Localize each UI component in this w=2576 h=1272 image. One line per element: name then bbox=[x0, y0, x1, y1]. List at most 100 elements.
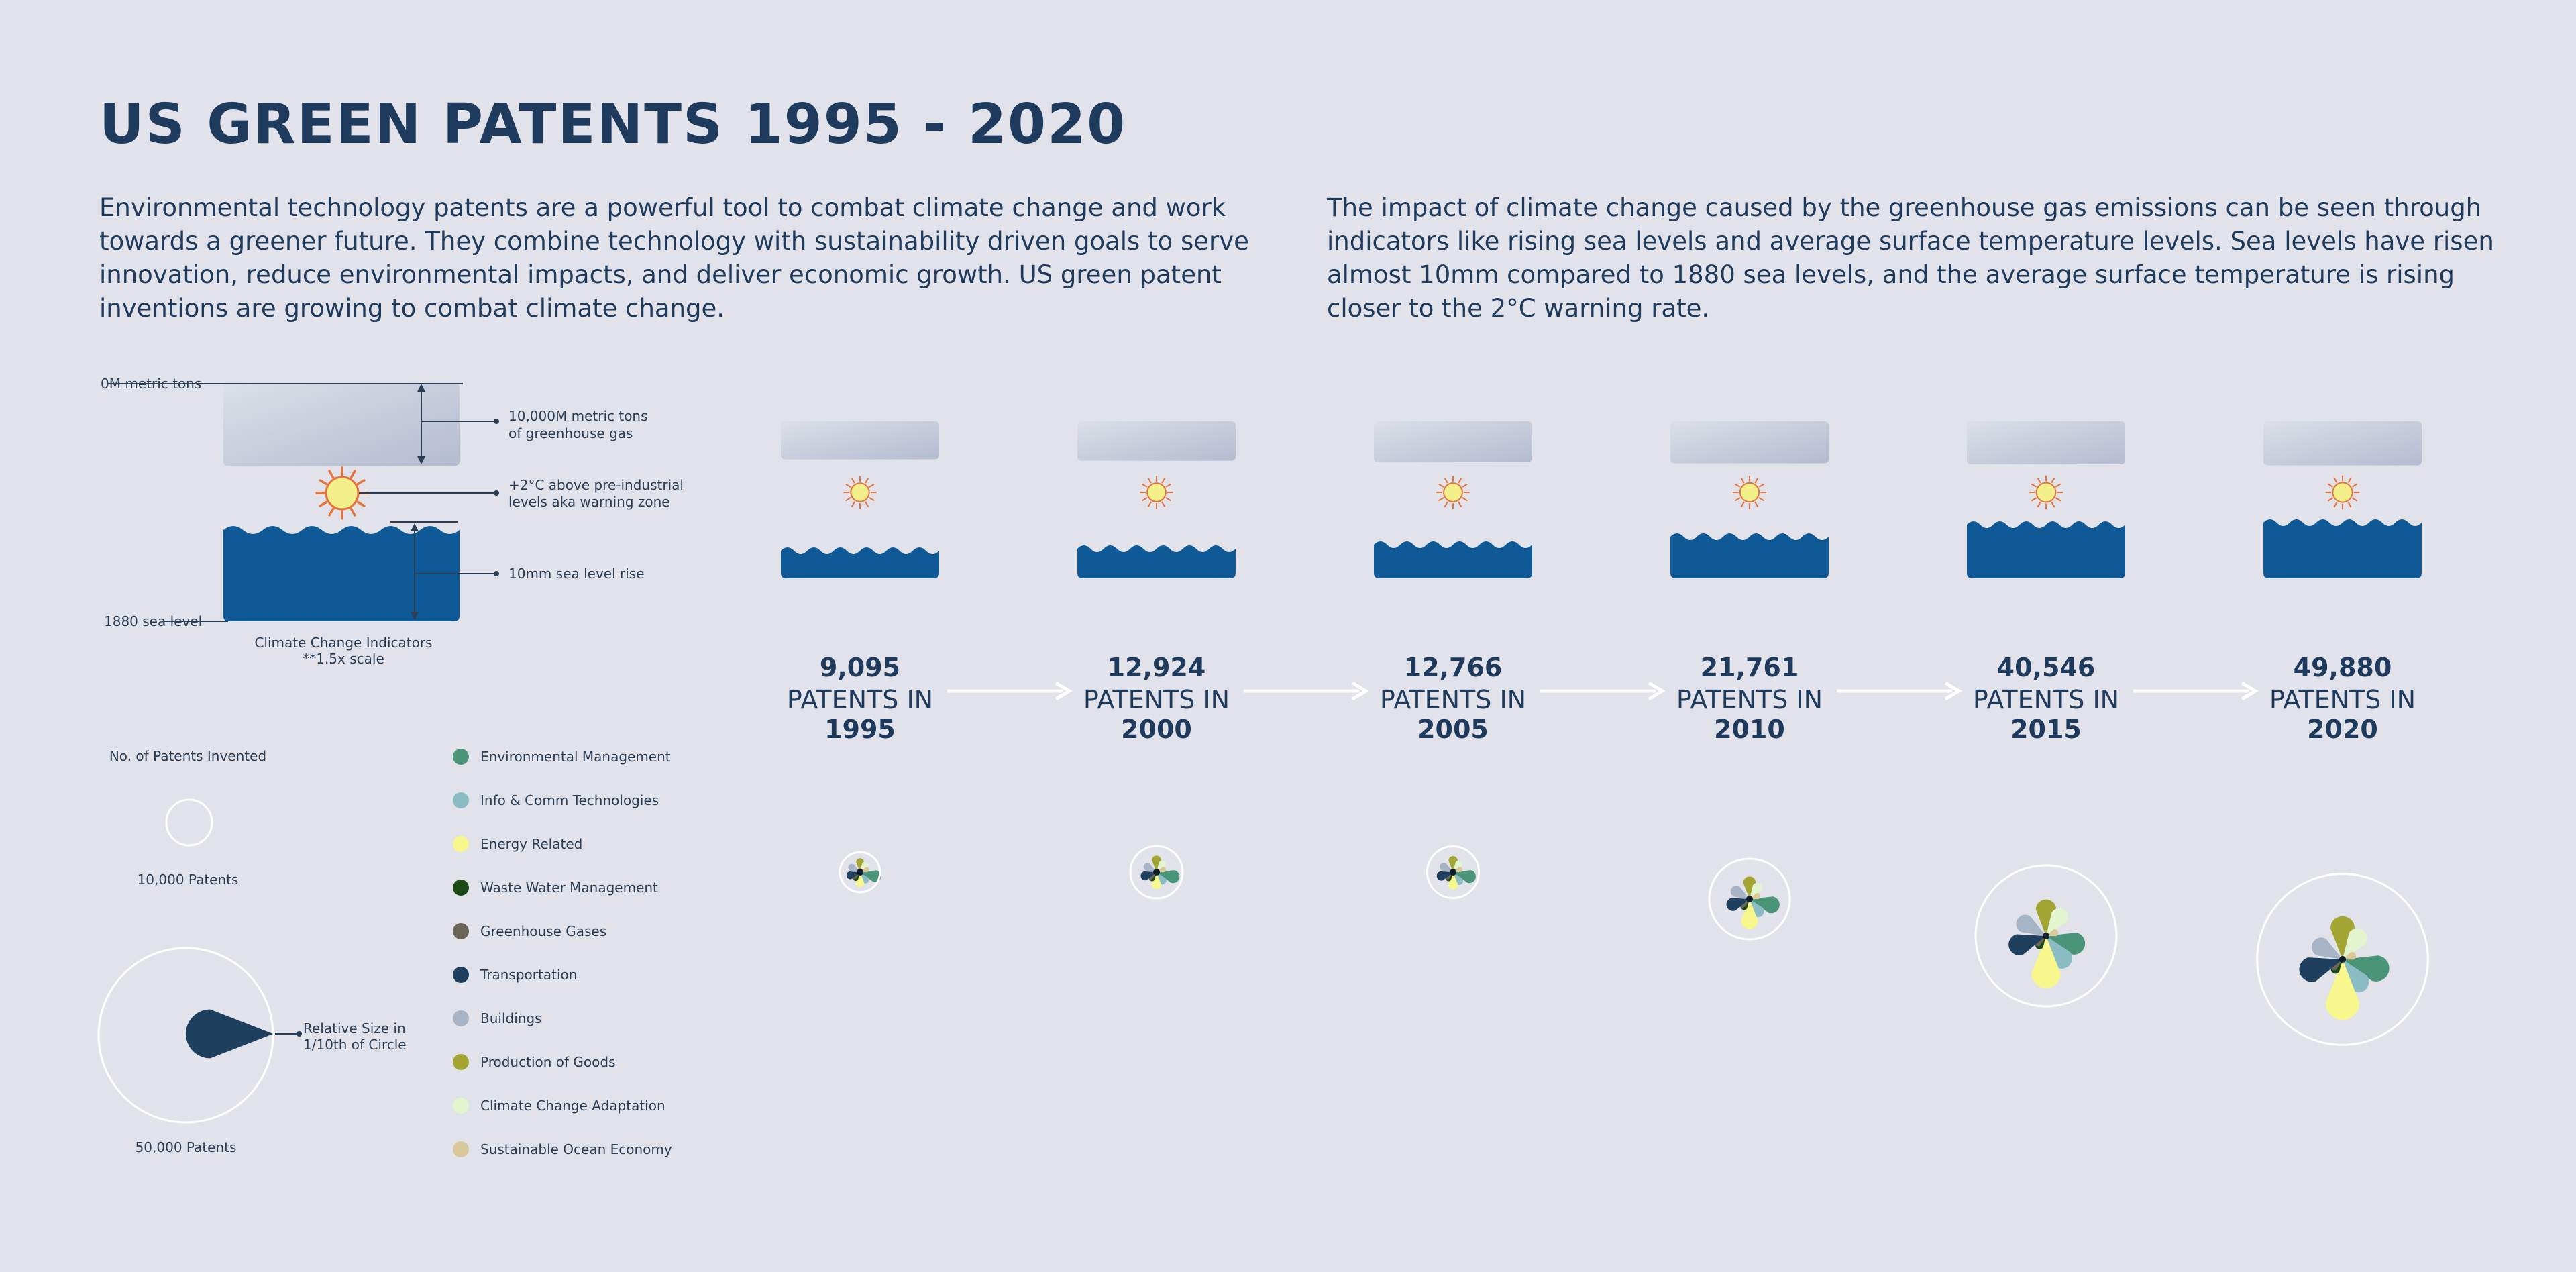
category-legend: Environmental Management Info & Comm Tech… bbox=[453, 749, 672, 1157]
petal-center bbox=[2339, 956, 2346, 963]
size-legend-large-circle bbox=[97, 947, 274, 1124]
legend-swatch bbox=[453, 749, 469, 765]
year-total: 12,924 bbox=[1108, 653, 1206, 682]
petal-buildings bbox=[1730, 886, 1750, 899]
legend-item-label: Transportation bbox=[480, 967, 577, 983]
sea-block-1995 bbox=[781, 547, 939, 578]
petal-energy-related bbox=[1152, 872, 1161, 890]
legend-item-energy-related: Energy Related bbox=[453, 836, 582, 852]
sea-block-2000 bbox=[1077, 545, 1236, 578]
petal-sustainable-ocean-economy bbox=[2343, 952, 2356, 960]
legend-gas-line1: 10,000M metric tons bbox=[508, 408, 648, 424]
legend-swatch bbox=[453, 836, 469, 852]
petal-chart-2010 bbox=[1708, 857, 1791, 941]
year-total: 12,766 bbox=[1404, 653, 1503, 682]
petal-buildings bbox=[848, 863, 860, 872]
year-total: 9,095 bbox=[820, 653, 900, 682]
year-total: 21,761 bbox=[1701, 653, 1799, 682]
legend-item-transportation: Transportation bbox=[453, 967, 577, 983]
petal-buildings bbox=[2312, 937, 2343, 959]
size-legend: No. of Patents Invented 10,000 Patents R… bbox=[97, 748, 407, 1155]
petal-center bbox=[1153, 869, 1160, 876]
legend-swatch bbox=[453, 1141, 469, 1157]
year-label: 1995 bbox=[824, 714, 896, 744]
petal-transportation bbox=[1726, 898, 1750, 911]
legend-sea-rise: 10mm sea level rise bbox=[508, 566, 645, 582]
legend-caption: Climate Change Indicators bbox=[254, 635, 432, 651]
legend-swatch bbox=[453, 792, 469, 808]
petal-transportation bbox=[846, 871, 860, 880]
petal-production-of-goods bbox=[1743, 876, 1756, 899]
petal-transportation bbox=[2299, 957, 2343, 982]
petal-buildings bbox=[2016, 914, 2046, 936]
indicator-legend: 0M metric tons 10,000M metric tons of gr… bbox=[101, 376, 684, 667]
year-label: 2020 bbox=[2307, 714, 2378, 744]
legend-zero-tons: 0M metric tons bbox=[101, 376, 201, 392]
petal-chart-1995 bbox=[839, 851, 881, 894]
sun-icon bbox=[2325, 475, 2360, 510]
petal-center bbox=[1450, 869, 1456, 876]
petal-greenhouse-gases bbox=[2034, 936, 2046, 947]
size-circle bbox=[1708, 857, 1791, 941]
petal-greenhouse-gases bbox=[2329, 959, 2343, 971]
intro-right-paragraph: The impact of climate change caused by t… bbox=[1327, 193, 2494, 323]
legend-item-environmental-management: Environmental Management bbox=[453, 749, 671, 765]
petal-production-of-goods bbox=[1152, 855, 1161, 872]
size-legend-small-circle bbox=[165, 798, 213, 847]
legend-swatch bbox=[453, 923, 469, 939]
arrow-icon bbox=[2133, 681, 2259, 701]
petal-climate-change-adaptation bbox=[1157, 861, 1166, 872]
legend-sun-icon bbox=[315, 466, 369, 520]
year-label-mid: PATENTS IN bbox=[1973, 685, 2119, 714]
year-total: 49,880 bbox=[2294, 653, 2392, 682]
petal-buildings bbox=[1143, 863, 1157, 872]
sea-block-2015 bbox=[1967, 521, 2125, 578]
year-label-mid: PATENTS IN bbox=[787, 685, 933, 714]
arrow-icon bbox=[1540, 681, 1666, 701]
page-title: US GREEN PATENTS 1995 - 2020 bbox=[99, 93, 1127, 156]
year-label-mid: PATENTS IN bbox=[1676, 685, 1823, 714]
legend-item-label: Buildings bbox=[480, 1010, 542, 1026]
petal-center bbox=[1746, 896, 1753, 902]
year-label: 2005 bbox=[1417, 714, 1489, 744]
petal-chart-2005 bbox=[1426, 845, 1481, 900]
legend-item-label: Production of Goods bbox=[480, 1054, 615, 1070]
legend-swatch bbox=[453, 880, 469, 896]
petal-energy-related bbox=[1741, 899, 1758, 929]
size-circle bbox=[1974, 864, 2118, 1008]
year-label-mid: PATENTS IN bbox=[1380, 685, 1526, 714]
petal-center bbox=[857, 869, 863, 876]
arrow-icon bbox=[1244, 681, 1369, 701]
legend-item-greenhouse-gases: Greenhouse Gases bbox=[453, 923, 606, 939]
size-legend-petal-line2: 1/10th of Circle bbox=[303, 1037, 407, 1053]
legend-gas-line2: of greenhouse gas bbox=[508, 425, 633, 441]
gas-block-2015 bbox=[1967, 421, 2125, 464]
legend-item-label: Climate Change Adaptation bbox=[480, 1098, 665, 1114]
sun-icon bbox=[1436, 476, 1470, 509]
petal-energy-related bbox=[2031, 936, 2061, 988]
year-total: 40,546 bbox=[1997, 653, 2096, 682]
legend-item-climate-change-adaptation: Climate Change Adaptation bbox=[453, 1098, 665, 1114]
petal-environmental-management bbox=[2046, 933, 2086, 955]
petal-transportation bbox=[1436, 871, 1453, 881]
arrow-icon bbox=[947, 681, 1073, 701]
size-legend-petal bbox=[185, 1009, 273, 1059]
petal-environmental-management bbox=[1750, 896, 1780, 914]
petal-climate-change-adaptation bbox=[1453, 860, 1462, 872]
intro-left-paragraph: Environmental technology patents are a p… bbox=[99, 193, 1249, 323]
petal-environmental-management bbox=[860, 870, 881, 882]
gas-block-2005 bbox=[1374, 421, 1532, 462]
petal-climate-change-adaptation bbox=[2343, 928, 2368, 959]
size-circle bbox=[839, 851, 881, 894]
sea-block-2005 bbox=[1374, 541, 1532, 578]
petal-production-of-goods bbox=[856, 858, 864, 872]
gas-block-2020 bbox=[2263, 421, 2422, 466]
petal-sustainable-ocean-economy bbox=[2046, 929, 2059, 937]
sun-icon bbox=[1732, 475, 1767, 510]
legend-item-label: Waste Water Management bbox=[480, 880, 658, 896]
